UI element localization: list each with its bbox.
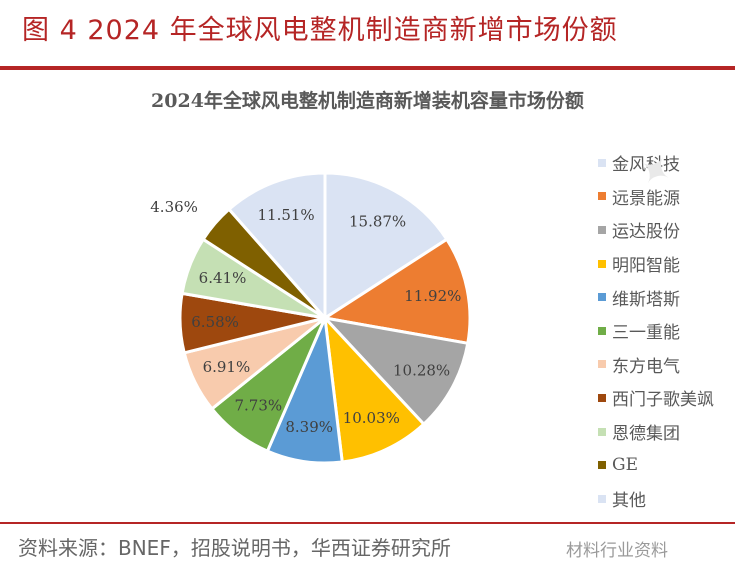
- legend-swatch: [598, 360, 606, 369]
- pie-slice: [320, 237, 472, 346]
- source-note: 资料来源：BNEF，招股说明书，华西证券研究所: [18, 536, 451, 560]
- legend-item: 远景能源: [598, 180, 714, 214]
- legend-swatch: [598, 158, 606, 167]
- legend-item: 恩德集团: [598, 415, 714, 449]
- pie-data-label: 11.92%: [404, 287, 461, 305]
- pie-slice: [322, 313, 426, 464]
- legend-item: GE: [598, 448, 714, 482]
- pie-data-label: 10.28%: [393, 362, 450, 380]
- legend-label: GE: [612, 455, 638, 476]
- legend-label: 金风科技: [612, 155, 680, 176]
- pie-data-label: 11.51%: [257, 206, 314, 224]
- legend-item: 东方电气: [598, 348, 714, 382]
- legend-swatch: [598, 293, 606, 302]
- legend-swatch: [598, 192, 606, 201]
- legend-swatch: [598, 494, 606, 503]
- pie-slice: [323, 171, 449, 321]
- figure-title: 图 4 2024 年全球风电整机制造商新增市场份额: [22, 15, 618, 46]
- legend-label: 运达股份: [612, 222, 680, 243]
- legend-swatch: [598, 259, 606, 268]
- pie-data-label: 6.58%: [191, 313, 239, 331]
- legend-label: 东方电气: [612, 356, 680, 377]
- pie-data-label: 15.87%: [349, 212, 406, 230]
- legend-swatch: [598, 427, 606, 436]
- chart-title: 2024年全球风电整机制造商新增装机容量市场份额: [151, 90, 584, 112]
- pie-data-label: 8.39%: [285, 418, 333, 436]
- legend-item: 三一重能: [598, 314, 714, 348]
- title-rule: [0, 66, 735, 70]
- legend-swatch: [598, 461, 606, 470]
- pie-slices: [178, 171, 472, 465]
- legend-label: 西门子歌美飒: [612, 390, 714, 411]
- legend-item: 其他: [598, 482, 714, 516]
- legend-label: 三一重能: [612, 323, 680, 344]
- legend-item: 维斯塔斯: [598, 280, 714, 314]
- legend-swatch: [598, 326, 606, 335]
- pie-data-label: 7.73%: [234, 397, 282, 415]
- watermark-text: 材料行业资料: [566, 541, 668, 561]
- pie-slice: [320, 315, 470, 427]
- pie-slice: [226, 171, 327, 322]
- legend-item: 西门子歌美飒: [598, 381, 714, 415]
- pie-data-label: 10.03%: [343, 409, 400, 427]
- pie-data-label: 6.91%: [203, 358, 251, 376]
- pie-data-labels: 15.87% 11.92% 10.28% 10.03% 8.39%7.73% 6.91% 6…: [150, 198, 461, 436]
- legend-label: 其他: [612, 491, 646, 512]
- legend-item: 金风科技: [598, 146, 714, 180]
- source-rule: [0, 522, 735, 524]
- legend-label: 恩德集团: [612, 424, 680, 445]
- pie-data-label: 6.41%: [199, 269, 247, 287]
- legend-label: 维斯塔斯: [612, 289, 680, 310]
- legend-item: 运达股份: [598, 213, 714, 247]
- pie-data-label: 4.36%: [150, 198, 198, 216]
- legend-label: 明阳智能: [612, 256, 680, 277]
- chart-legend: 金风科技远景能源运达股份明阳智能维斯塔斯三一重能东方电气西门子歌美飒 恩德集团 GE…: [598, 146, 714, 516]
- legend-swatch: [598, 393, 606, 402]
- legend-swatch: [598, 225, 606, 234]
- legend-item: 明阳智能: [598, 247, 714, 281]
- legend-label: 远景能源: [612, 188, 680, 209]
